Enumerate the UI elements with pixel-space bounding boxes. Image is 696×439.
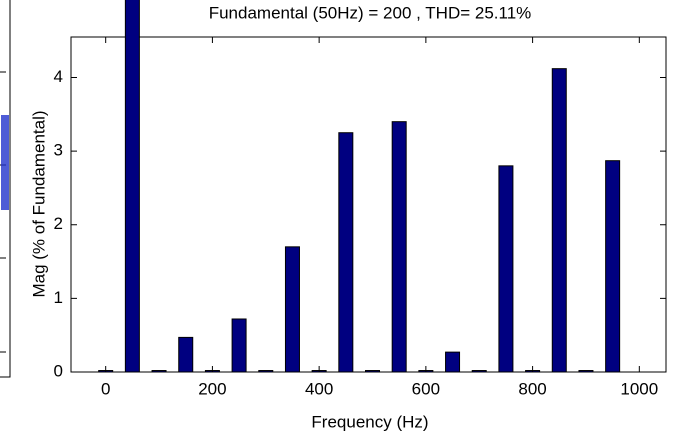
axes-box [70, 36, 667, 373]
bar [445, 351, 461, 372]
side-window [0, 0, 11, 378]
y-tick-label: 2 [54, 214, 63, 233]
bar [578, 370, 594, 372]
bar [605, 160, 621, 372]
bar [338, 132, 354, 372]
bar [391, 121, 407, 372]
bar [258, 370, 274, 372]
chart-title: Fundamental (50Hz) = 200 , THD= 25.11% [209, 3, 532, 22]
bar [151, 370, 167, 372]
bar [284, 246, 300, 372]
x-tick-label: 1000 [620, 379, 658, 398]
x-tick-label: 400 [305, 379, 333, 398]
bar [498, 165, 514, 372]
bar [178, 336, 194, 372]
x-tick-label: 0 [101, 379, 110, 398]
bar [124, 0, 140, 372]
x-tick-label: 600 [412, 379, 440, 398]
y-tick-label: 3 [54, 141, 63, 160]
y-tick-label: 0 [54, 361, 63, 380]
y-tick-label: 4 [54, 67, 63, 86]
bar [471, 370, 487, 372]
bar [551, 68, 567, 372]
x-tick-label: 200 [198, 379, 226, 398]
x-tick-label: 800 [518, 379, 546, 398]
y-axis-label: Mag (% of Fundamental) [29, 110, 48, 297]
bar [231, 318, 247, 372]
y-tick-label: 1 [54, 288, 63, 307]
bar [365, 370, 381, 372]
x-axis-label: Frequency (Hz) [311, 412, 428, 431]
